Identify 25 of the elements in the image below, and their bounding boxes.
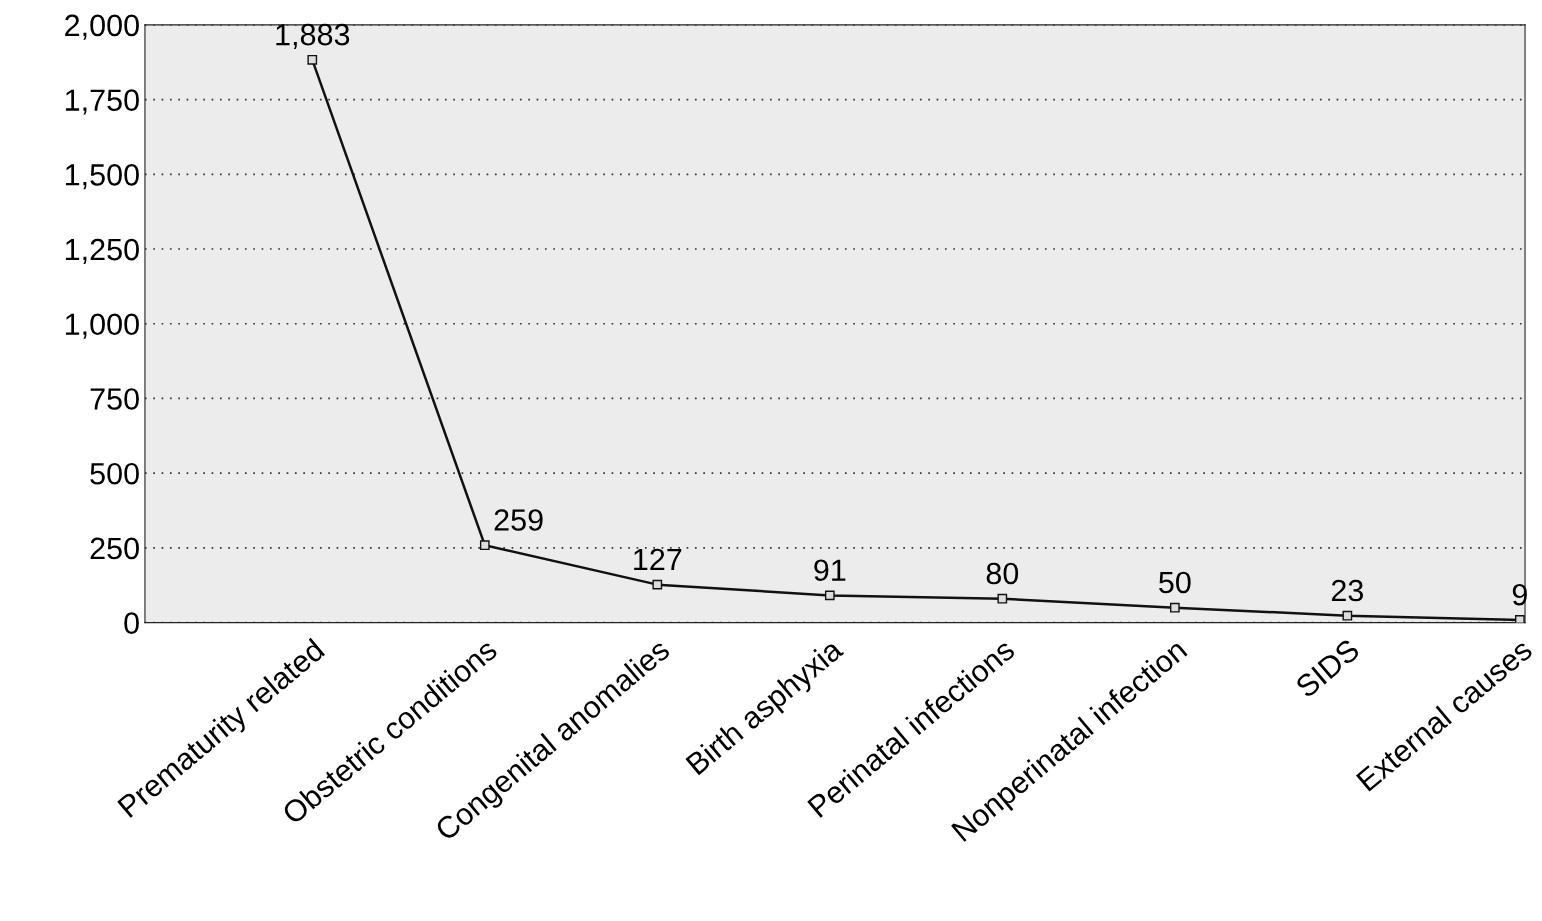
y-tick-label: 0 — [124, 612, 139, 634]
data-label: 23 — [1331, 579, 1363, 602]
data-label: 1,883 — [276, 23, 350, 50]
y-tick-label: 500 — [90, 462, 139, 485]
y-tick-label: 1,000 — [65, 313, 139, 339]
data-label: 80 — [986, 562, 1019, 585]
point — [652, 579, 663, 590]
y-tick-label: 1,500 — [65, 164, 139, 190]
point — [824, 590, 835, 601]
point — [997, 593, 1008, 604]
data-label: 91 — [814, 559, 846, 582]
point — [1342, 610, 1353, 621]
data-label: 259 — [494, 509, 543, 531]
point — [307, 54, 318, 65]
point — [479, 540, 490, 551]
data-label: 9 — [1512, 583, 1527, 606]
y-tick-label: 1,250 — [65, 238, 139, 264]
y-tick-label: 2,000 — [65, 14, 139, 40]
y-tick-label: 750 — [90, 388, 139, 410]
y-tick-label: 250 — [90, 537, 139, 560]
y-tick-label: 1,750 — [65, 89, 139, 115]
data-label: 127 — [634, 548, 682, 570]
point — [1169, 602, 1180, 613]
point — [1514, 615, 1525, 623]
data-label: 50 — [1159, 571, 1191, 594]
